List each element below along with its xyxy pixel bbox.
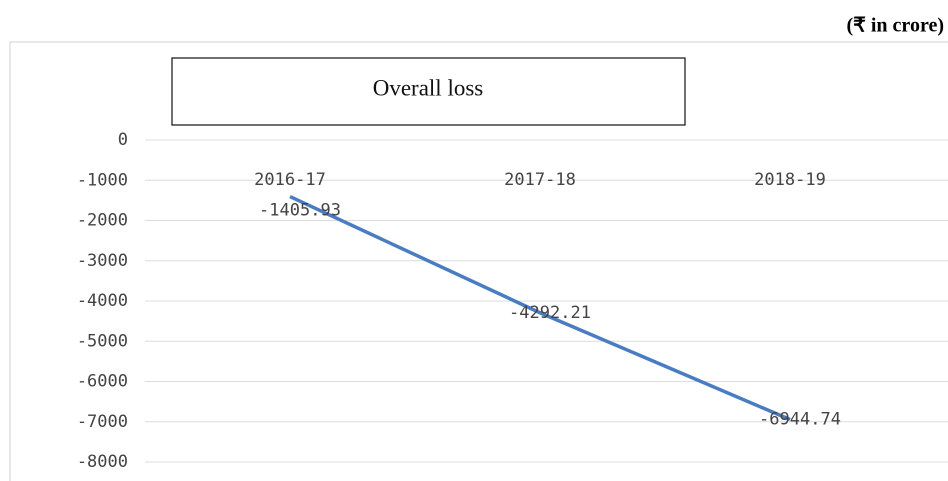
y-tick-label: -7000 <box>77 412 128 432</box>
x-tick-label: 2017-18 <box>504 170 576 190</box>
x-tick-label: 2016-17 <box>254 170 326 190</box>
data-label: -1405.93 <box>259 201 341 221</box>
data-label: -4292.21 <box>509 303 591 323</box>
legend-entry: Overall loss <box>373 75 484 100</box>
y-tick-label: -2000 <box>77 211 128 231</box>
y-tick-label: 0 <box>118 130 128 150</box>
data-line <box>289 195 791 422</box>
y-tick-label: -8000 <box>77 452 128 472</box>
y-tick-label: -5000 <box>77 331 128 351</box>
y-tick-label: -4000 <box>77 291 128 311</box>
data-label: -6944.74 <box>759 410 841 430</box>
x-tick-label: 2018-19 <box>754 170 826 190</box>
chart-frame <box>9 41 948 481</box>
y-tick-label: -6000 <box>77 372 128 392</box>
legend-box <box>171 57 686 126</box>
unit-note: (₹ in crore) <box>846 15 944 37</box>
y-tick-label: -1000 <box>77 170 128 190</box>
y-tick-label: -3000 <box>77 251 128 271</box>
